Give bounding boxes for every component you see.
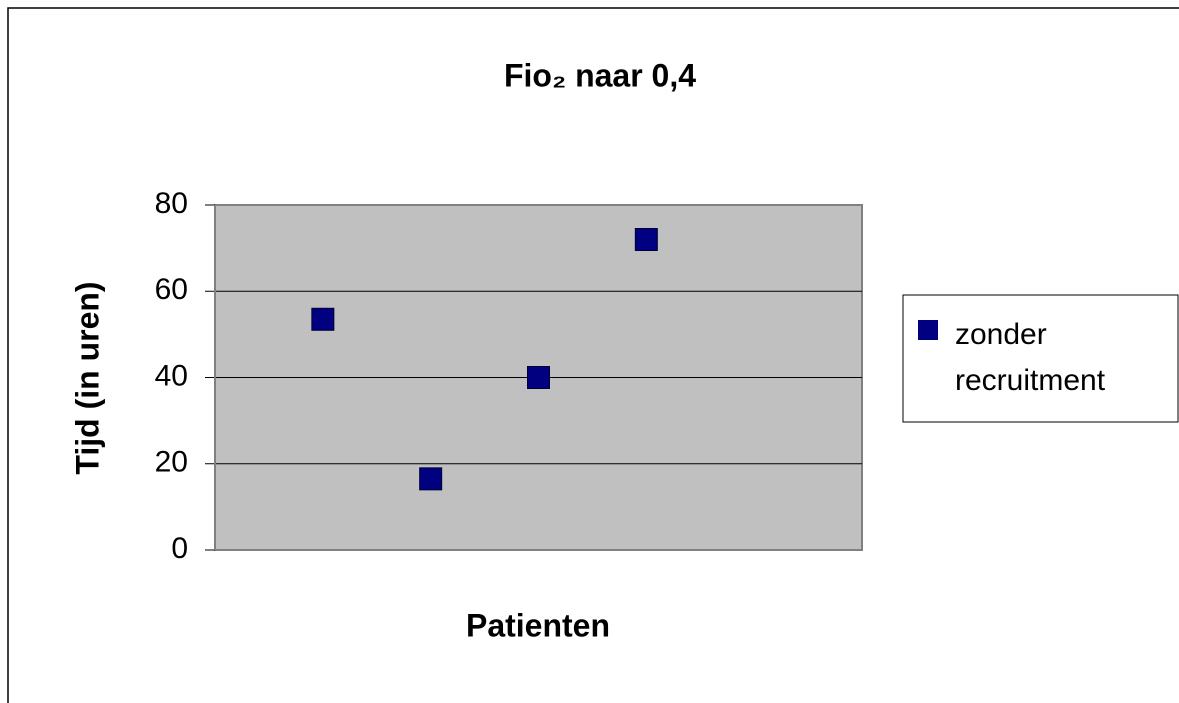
y-tick-label: 20 [155,446,188,479]
y-axis-label: Tijd (in uren) [69,281,105,474]
legend-label: zonder recruitment [955,318,1106,397]
legend-box [902,294,1179,423]
y-tick-label: 0 [171,532,188,565]
point [311,307,335,331]
y-tick-label: 80 [155,187,188,220]
point [419,467,443,491]
chart-title: Fio₂ naar 0,4 [504,57,696,93]
y-tick-label: 40 [155,359,188,392]
point [634,228,658,251]
y-tick-label: 60 [155,273,188,306]
legend-marker [918,320,938,340]
x-axis-label: Patienten [466,607,610,643]
point [527,366,550,389]
